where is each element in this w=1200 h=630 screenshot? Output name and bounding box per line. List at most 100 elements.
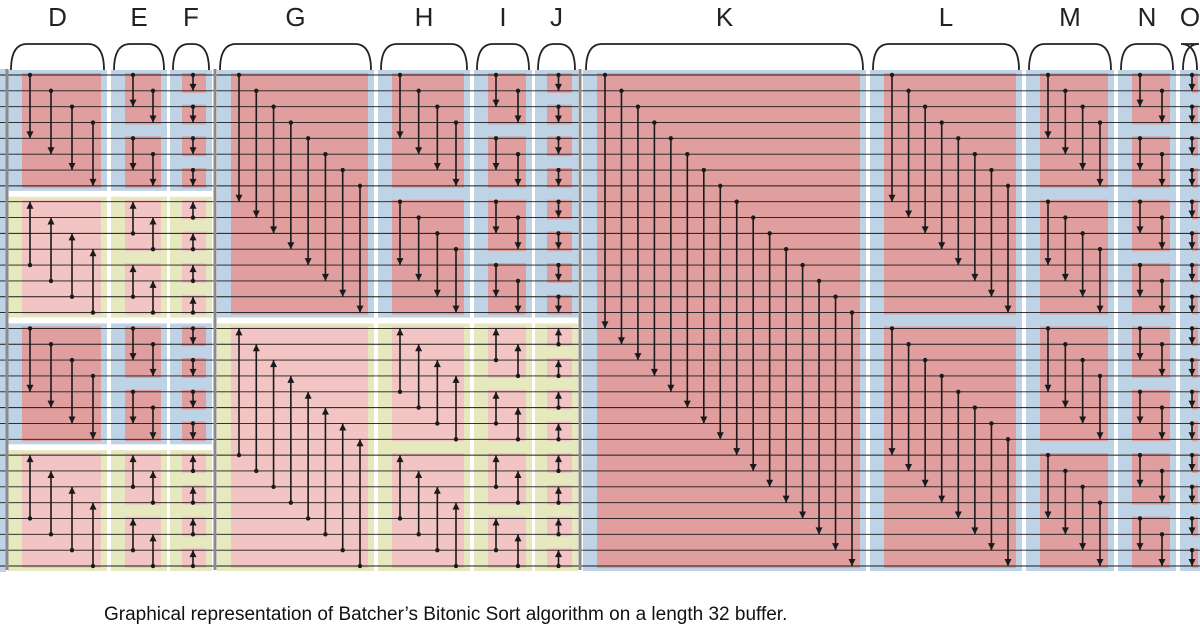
comparator-dot [150, 310, 156, 315]
comparator-arrowhead [888, 448, 896, 456]
compare-block [1040, 326, 1108, 442]
comparator-dot [190, 326, 196, 331]
comparator-arrowhead [396, 131, 404, 139]
compare-block [1192, 421, 1198, 442]
comparator-dot [1189, 231, 1195, 236]
comparator-dot [1080, 357, 1085, 363]
comparator-arrowhead [555, 147, 562, 155]
comparator [1136, 262, 1144, 297]
comparator-dot [150, 88, 156, 94]
comparator [683, 151, 691, 408]
comparator [433, 104, 441, 171]
comparator-dot [889, 72, 895, 78]
compare-block [182, 326, 206, 347]
compare-block [182, 73, 206, 93]
comparator-dot [1137, 389, 1143, 394]
comparator [987, 421, 995, 551]
comparator [339, 167, 347, 297]
comparator-arrowhead [270, 226, 278, 234]
stage-brace [585, 43, 864, 71]
comparator-arrowhead [129, 455, 137, 463]
comparator [634, 104, 642, 361]
stage-brace [1180, 43, 1200, 71]
comparator-dot [150, 247, 156, 252]
comparator-arrowhead [415, 470, 423, 478]
comparator-arrowhead [47, 147, 55, 155]
comparator [149, 280, 157, 315]
comparator [1188, 452, 1196, 471]
comparator [492, 136, 500, 171]
comparator [1061, 342, 1069, 408]
comparator-dot [889, 326, 895, 331]
comparator-dot [1159, 151, 1165, 157]
stage-letter: N [1138, 2, 1157, 32]
comparator-dot [48, 278, 54, 284]
comparator [396, 455, 404, 521]
comparator-arrowhead [189, 147, 197, 155]
comparator-dot [556, 563, 561, 569]
comparator [415, 344, 423, 410]
comparator-arrowhead [1096, 305, 1104, 313]
comparator-arrowhead [987, 289, 995, 297]
comparator-dot [816, 278, 822, 284]
comparator [415, 215, 423, 281]
comparator-dot [515, 500, 521, 505]
compare-block [392, 73, 464, 188]
comparator-arrowhead [89, 502, 97, 510]
comparator-arrowhead [89, 432, 97, 440]
comparator-dot [190, 357, 196, 363]
comparator [1188, 389, 1196, 408]
comparator-dot [416, 88, 421, 94]
comparator [514, 407, 522, 442]
comparator-arrowhead [1004, 305, 1012, 313]
comparator [235, 328, 243, 458]
comparator-dot [556, 199, 561, 204]
comparator-dot [922, 357, 928, 363]
comparator-dot [1045, 452, 1051, 458]
stage-letter: L [939, 2, 953, 32]
comparator-arrowhead [1044, 258, 1052, 266]
comparator [149, 151, 157, 186]
comparator-dot [619, 88, 624, 94]
comparator [1096, 120, 1104, 186]
comparator-arrowhead [1158, 432, 1166, 440]
comparator [68, 233, 76, 299]
comparator-dot [668, 136, 674, 141]
stage-letter: H [415, 2, 434, 32]
comparator-arrowhead [634, 353, 642, 361]
comparator-arrowhead [1158, 559, 1166, 566]
comparator-dot [323, 151, 328, 157]
compare-block [1192, 358, 1198, 378]
comparator-arrowhead [129, 201, 137, 209]
comparator-arrowhead [189, 296, 197, 304]
comparator [514, 278, 522, 313]
comparator-arrowhead [26, 455, 34, 463]
compare-block [547, 231, 572, 252]
compare-block [182, 136, 206, 157]
compare-block [22, 73, 101, 188]
comparator-dot [305, 136, 311, 141]
comparator-arrowhead [433, 289, 441, 297]
comparator [1136, 516, 1144, 551]
comparator-arrowhead [555, 550, 562, 558]
comparator [129, 326, 137, 361]
comparator-arrowhead [1136, 289, 1144, 297]
compare-block [1192, 263, 1198, 283]
comparator-arrowhead [492, 455, 500, 463]
comparator [1188, 547, 1196, 566]
comparator-dot [190, 500, 196, 505]
comparator [987, 167, 995, 297]
comparator [1188, 294, 1196, 313]
comparator-dot [989, 167, 994, 173]
comparator-dot [1159, 532, 1165, 537]
comparator-arrowhead [396, 328, 404, 336]
comparator-dot [305, 516, 311, 521]
comparator-arrowhead [189, 455, 197, 463]
direction-region [1180, 70, 1200, 571]
comparator-dot [27, 72, 33, 78]
comparator-dot [734, 199, 739, 204]
stage-brace [1120, 43, 1174, 71]
compare-block [547, 136, 572, 157]
stage-letter: M [1059, 2, 1081, 32]
comparator-dot [190, 167, 196, 173]
